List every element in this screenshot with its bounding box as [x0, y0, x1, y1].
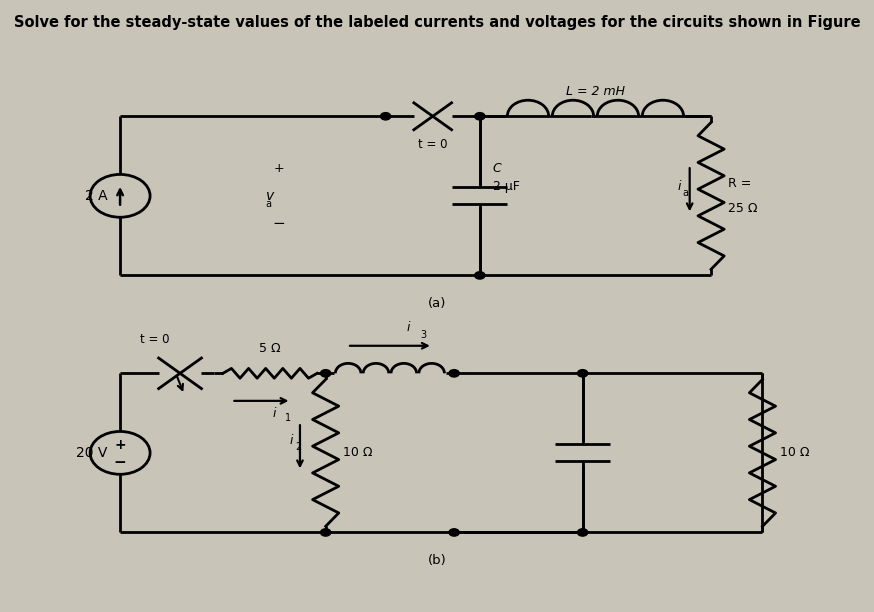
Circle shape: [578, 529, 587, 536]
Text: 2: 2: [295, 442, 302, 452]
Circle shape: [321, 529, 330, 536]
Text: 10 Ω: 10 Ω: [343, 446, 372, 460]
Text: a: a: [682, 188, 688, 198]
Circle shape: [475, 113, 485, 120]
Text: 10 Ω: 10 Ω: [780, 446, 809, 460]
Text: 1: 1: [285, 413, 291, 423]
Circle shape: [380, 113, 391, 120]
Circle shape: [475, 272, 485, 279]
Text: i: i: [407, 321, 411, 334]
Text: +: +: [114, 438, 126, 452]
Text: t = 0: t = 0: [140, 333, 169, 346]
Text: v: v: [266, 189, 274, 203]
Text: C: C: [493, 162, 502, 175]
Text: L = 2 mH: L = 2 mH: [566, 85, 625, 98]
Text: 3: 3: [420, 330, 426, 340]
Circle shape: [321, 370, 330, 377]
Text: i: i: [677, 180, 681, 193]
Text: R =: R =: [728, 177, 752, 190]
Circle shape: [578, 370, 587, 377]
Text: −: −: [114, 455, 127, 470]
Text: 5 Ω: 5 Ω: [260, 342, 281, 355]
Circle shape: [449, 370, 459, 377]
Text: t = 0: t = 0: [418, 138, 447, 151]
Text: 20 V: 20 V: [76, 446, 108, 460]
Circle shape: [90, 174, 150, 217]
Text: (b): (b): [427, 554, 447, 567]
Text: i: i: [273, 407, 276, 420]
Text: 2 μF: 2 μF: [493, 180, 519, 193]
Circle shape: [449, 529, 459, 536]
Text: 25 Ω: 25 Ω: [728, 201, 758, 215]
Text: −: −: [272, 216, 285, 231]
Text: (a): (a): [427, 297, 447, 310]
Text: a: a: [266, 199, 272, 209]
Text: i: i: [289, 434, 293, 447]
Text: 2 A: 2 A: [85, 189, 108, 203]
Text: +: +: [274, 162, 284, 175]
Circle shape: [90, 431, 150, 474]
Text: Solve for the steady-state values of the labeled currents and voltages for the c: Solve for the steady-state values of the…: [14, 15, 860, 31]
